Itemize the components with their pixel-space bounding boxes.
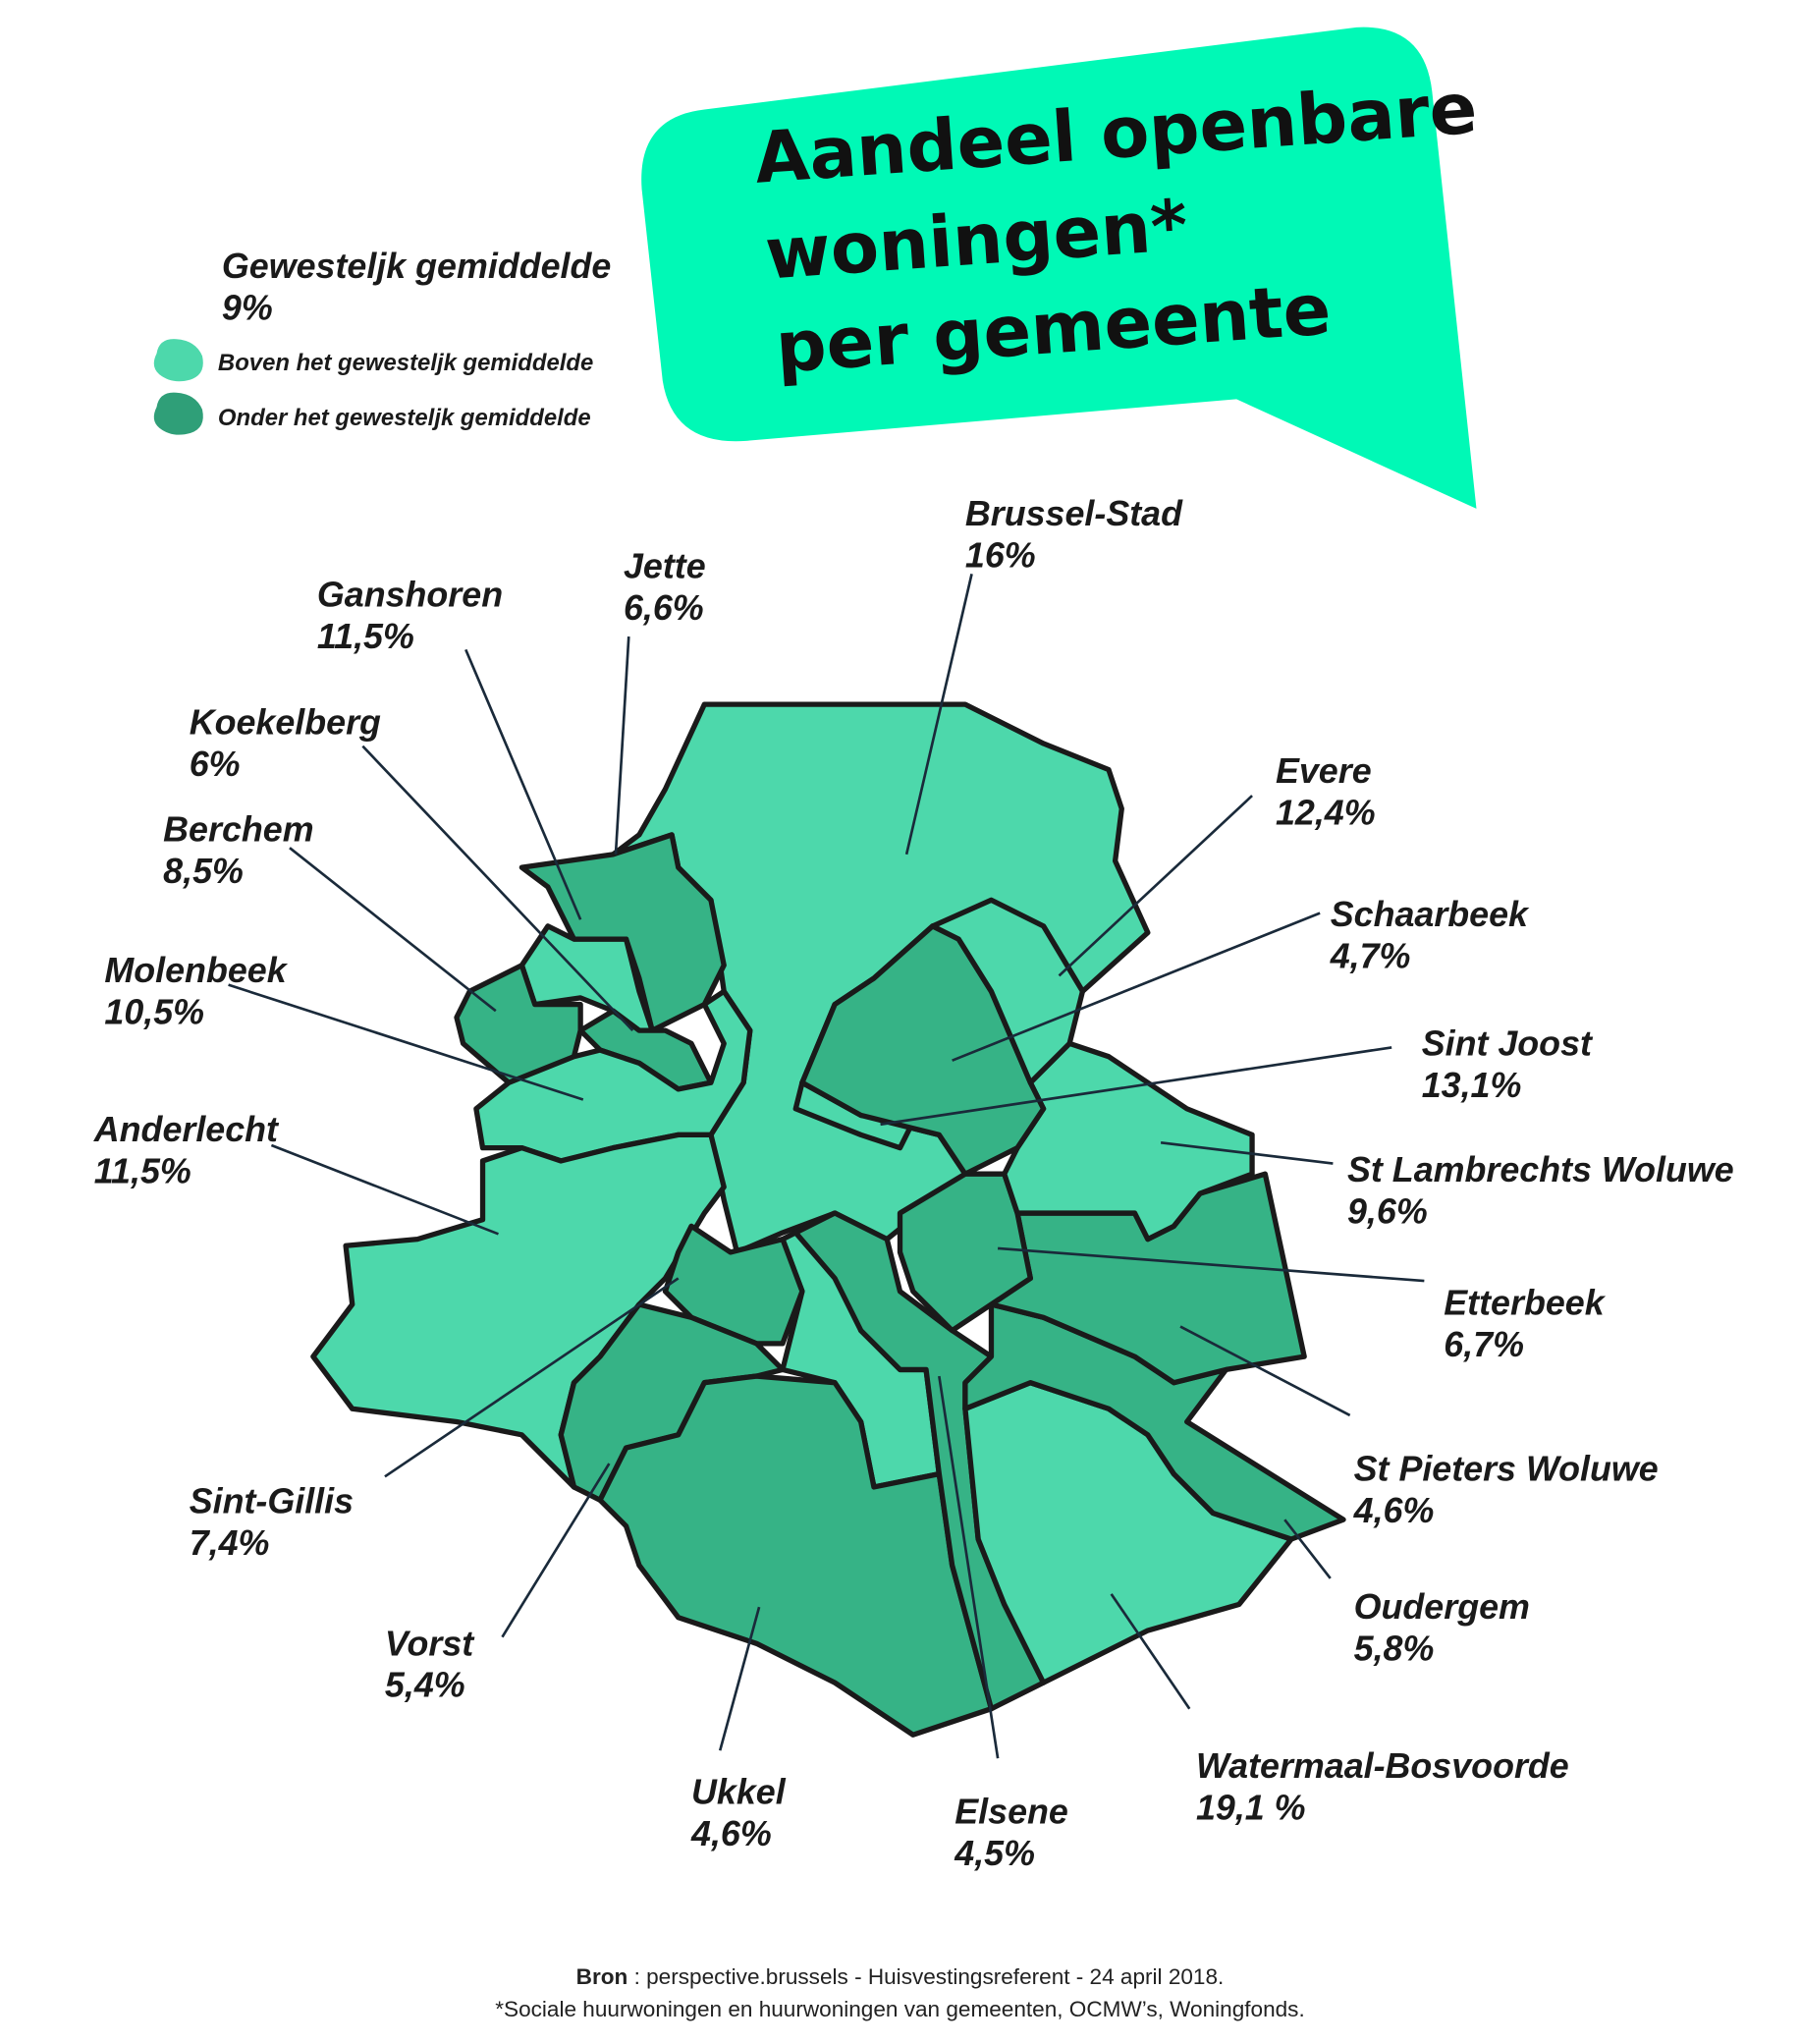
municipality-value: 19,1 % [1196, 1789, 1306, 1828]
municipality-value: 4,5% [954, 1834, 1035, 1873]
municipality-value: 9,6% [1347, 1192, 1428, 1232]
municipality-value: 7,4% [190, 1523, 270, 1563]
municipality-name: St Lambrechts Woluwe [1347, 1150, 1734, 1189]
leader-line [289, 847, 497, 1013]
legend: Gewesteljk gemiddelde 9% Boven het gewes… [153, 247, 611, 435]
legend-average-label: Gewesteljk gemiddelde [222, 247, 611, 286]
municipality-value: 11,5% [94, 1152, 191, 1191]
leader-line [614, 635, 630, 855]
municipality-name: Brussel-Stad [965, 494, 1183, 533]
source-note: *Sociale huurwoningen en huurwoningen va… [495, 1997, 1304, 2021]
speech-bubble [641, 27, 1477, 509]
municipality-value: 5,4% [385, 1666, 465, 1705]
municipality-area [897, 1171, 1033, 1334]
municipality-name: Ukkel [691, 1773, 787, 1812]
source-text: : perspective.brussels - Huisvestingsref… [627, 1964, 1224, 1989]
leader-line [501, 1463, 611, 1638]
municipality-value: 13,1% [1422, 1066, 1522, 1105]
municipality-name: Schaarbeek [1331, 895, 1530, 934]
legend-icon [153, 392, 203, 435]
municipality-value: 4,7% [1330, 936, 1411, 975]
legend-icon [153, 339, 203, 382]
municipality-name: Sint Joost [1422, 1023, 1594, 1063]
leader-line [1110, 1593, 1191, 1710]
leader-line [270, 1143, 499, 1236]
leader-line [880, 1046, 1392, 1127]
municipality-name: St Pieters Woluwe [1354, 1449, 1659, 1488]
municipality-value: 5,8% [1354, 1630, 1435, 1669]
municipality-value: 8,5% [163, 852, 244, 891]
municipality-name: Evere [1276, 751, 1372, 791]
municipality-name: Etterbeek [1444, 1284, 1606, 1323]
municipality-name: Elsene [955, 1793, 1068, 1832]
leader-line [997, 1246, 1425, 1283]
source-label: Bron [576, 1964, 628, 1989]
leader-line [904, 574, 973, 856]
leader-line [1283, 1519, 1332, 1579]
leader-line [1058, 795, 1253, 977]
legend-label: Boven het gewesteljk gemiddelde [218, 350, 593, 376]
municipality-name: Vorst [385, 1624, 475, 1663]
municipality-name: Oudergem [1354, 1587, 1530, 1627]
municipality-name: Molenbeek [104, 951, 288, 990]
leader-line [952, 912, 1321, 1062]
municipality-value: 6,6% [624, 588, 704, 628]
municipality-value: 12,4% [1276, 793, 1376, 832]
map-labels: Brussel-Stad16%Jette6,6%Ganshoren11,5%Ko… [93, 494, 1734, 1873]
municipality-area [1002, 1040, 1255, 1243]
title-bubble: Aandeel openbare woningen* per gemeente [641, 27, 1480, 509]
municipality-value: 10,5% [104, 992, 204, 1031]
leader-line [228, 983, 584, 1101]
leader-line [938, 1375, 1000, 1759]
leader-line [1179, 1325, 1351, 1417]
map [310, 701, 1346, 1738]
legend-label: Onder het gewesteljk gemiddelde [218, 405, 591, 431]
municipality-name: Jette [624, 546, 706, 585]
municipality-name: Koekelberg [190, 703, 381, 743]
municipality-name: Ganshoren [317, 576, 503, 615]
municipality-value: 4,6% [690, 1814, 772, 1853]
leader-line [464, 648, 582, 920]
municipality-name: Watermaal-Bosvoorde [1196, 1746, 1569, 1786]
municipality-name: Anderlecht [93, 1110, 280, 1149]
municipality-value: 11,5% [317, 617, 414, 656]
municipality-name: Berchem [163, 810, 313, 850]
source-line: Bron : perspective.brussels - Huisvestin… [576, 1964, 1225, 1989]
leader-line [718, 1606, 761, 1751]
municipality-value: 16% [965, 536, 1036, 576]
municipality-area [930, 897, 1086, 1085]
legend-average-value: 9% [222, 288, 273, 327]
municipality-name: Sint-Gillis [190, 1481, 354, 1520]
leader-line [361, 745, 634, 1032]
leader-line [384, 1277, 680, 1478]
municipality-value: 4,6% [1353, 1491, 1435, 1530]
municipality-value: 6% [190, 745, 241, 784]
municipality-value: 6,7% [1444, 1325, 1524, 1364]
municipality-area [662, 1223, 805, 1347]
municipality-area [597, 1373, 995, 1738]
leader-line [1160, 1141, 1334, 1165]
